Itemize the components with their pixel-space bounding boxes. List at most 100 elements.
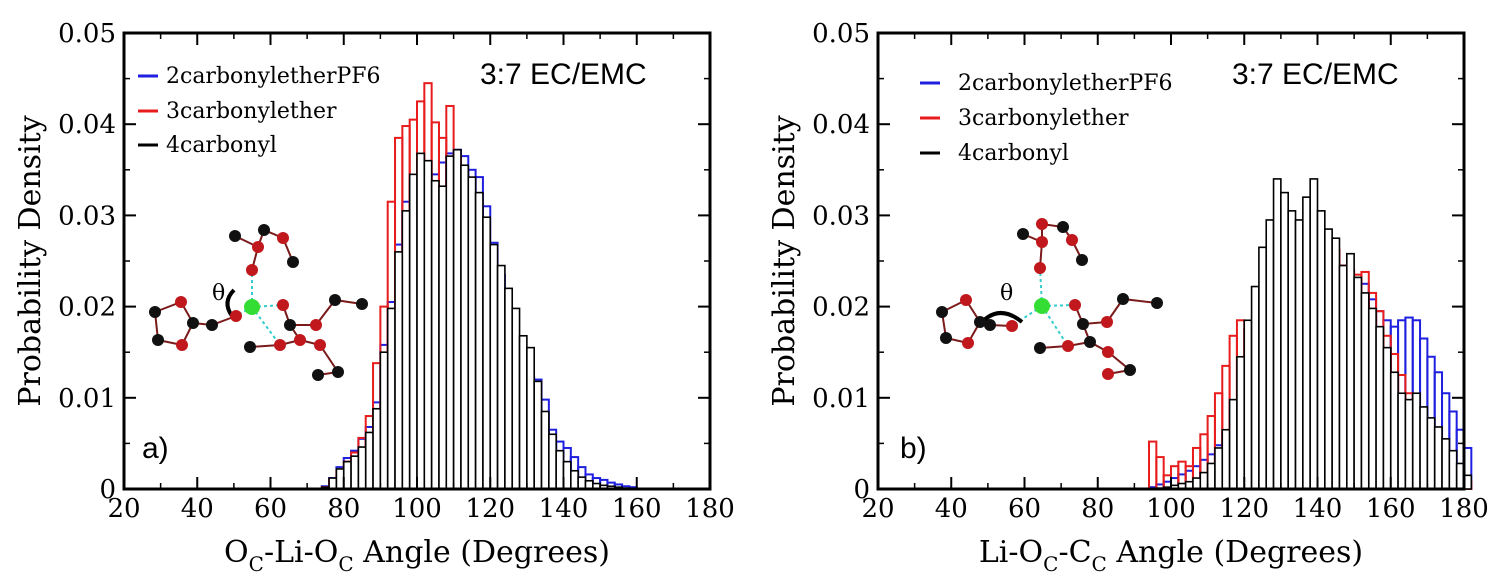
y-axis-label-a: Probability Density xyxy=(13,115,48,406)
bar-black-a-32 xyxy=(548,433,557,490)
bar-black-a-3 xyxy=(335,468,345,490)
legend-label-red-a: 3carbonylether xyxy=(166,99,337,124)
bar-black-b-29 xyxy=(1360,292,1370,490)
plot-frame-a xyxy=(122,31,712,491)
bar-black-a-36 xyxy=(577,476,587,490)
bar-black-a-16 xyxy=(430,179,440,490)
bar-black-a-10 xyxy=(386,307,396,490)
bar-black-b-35 xyxy=(1404,398,1414,490)
bar-black-a-23 xyxy=(482,216,492,490)
bar-black-a-34 xyxy=(562,460,572,490)
ytick-label-b-5: 0.05 xyxy=(812,19,870,49)
bar-black-b-23 xyxy=(1316,210,1326,490)
bar-black-b-37 xyxy=(1419,406,1429,490)
bar-black-b-36 xyxy=(1411,392,1421,490)
bar-black-b-22 xyxy=(1309,178,1319,490)
bars-b xyxy=(1148,178,1473,491)
bar-black-a-7 xyxy=(364,431,374,490)
xtick-label-b-4: 100 xyxy=(1146,494,1196,524)
bar-black-b-25 xyxy=(1331,237,1341,490)
legend-a: 2carbonyletherPF6 3carbonylether 4carbon… xyxy=(138,64,381,158)
bar-black-b-6 xyxy=(1192,477,1202,490)
ytick-label-a-1: 0.01 xyxy=(58,384,116,414)
bar-black-a-19 xyxy=(452,148,462,490)
bar-black-b-30 xyxy=(1367,307,1377,490)
panel-label-b: b) xyxy=(900,432,927,465)
theta-label-a: θ xyxy=(212,281,225,306)
bar-black-b-13 xyxy=(1243,319,1253,490)
legend-label-blue-a: 2carbonyletherPF6 xyxy=(166,64,381,89)
ytick-label-b-0: 0 xyxy=(853,475,870,505)
x-axis-label-a: OC-Li-OC Angle (Degrees) xyxy=(224,535,610,576)
bar-black-b-7 xyxy=(1199,471,1209,490)
xtick-label-a-4: 100 xyxy=(392,494,442,524)
bar-black-a-14 xyxy=(416,152,426,490)
ytick-label-b-3: 0.03 xyxy=(812,201,870,231)
bar-black-a-6 xyxy=(357,446,367,490)
xtick-label-a-5: 120 xyxy=(465,494,515,524)
bar-black-b-9 xyxy=(1214,447,1224,490)
xtick-label-b-0: 20 xyxy=(861,494,894,524)
bar-black-b-40 xyxy=(1441,438,1451,490)
bar-black-a-11 xyxy=(394,251,404,490)
theta-label-b: θ xyxy=(1000,281,1013,306)
bar-black-b-17 xyxy=(1272,178,1282,490)
bar-black-b-31 xyxy=(1375,325,1385,490)
bar-black-b-26 xyxy=(1338,264,1348,490)
bar-black-b-32 xyxy=(1382,346,1392,490)
legend-label-black-b: 4carbonyl xyxy=(958,141,1069,166)
ytick-label-b-1: 0.01 xyxy=(812,384,870,414)
bar-black-b-14 xyxy=(1250,285,1260,490)
ytick-label-b-4: 0.04 xyxy=(812,110,870,140)
xtick-label-b-2: 60 xyxy=(1008,494,1041,524)
bar-black-a-15 xyxy=(423,159,433,490)
bar-black-a-21 xyxy=(467,176,477,490)
bar-black-a-9 xyxy=(379,351,389,490)
bar-black-a-26 xyxy=(504,287,514,490)
bar-black-a-25 xyxy=(496,264,506,490)
panel-a: 20 40 60 80 100 120 140 160 180 0 0.01 0.02 0.03 0.04… xyxy=(13,19,735,576)
x-axis-label-b: Li-OC-CC Angle (Degrees) xyxy=(979,535,1363,576)
xtick-label-b-7: 160 xyxy=(1366,494,1416,524)
xtick-label-a-2: 60 xyxy=(254,494,287,524)
molecule-inset-b: θ xyxy=(936,218,1163,380)
legend-label-blue-b: 2carbonyletherPF6 xyxy=(958,71,1173,96)
ytick-label-a-0: 0 xyxy=(99,475,116,505)
panel-b: 20 40 60 80 100 120 140 160 180 0 0.01 0.02 0.03 0.04… xyxy=(767,19,1489,576)
bar-black-a-2 xyxy=(328,477,338,490)
bar-black-b-8 xyxy=(1206,462,1216,490)
legend-label-black-a: 4carbonyl xyxy=(166,133,277,158)
panel-label-a: a) xyxy=(142,432,169,465)
bar-red-b-0 xyxy=(1148,440,1158,490)
bar-black-b-28 xyxy=(1353,276,1363,490)
bar-black-a-22 xyxy=(474,191,484,490)
bar-black-a-13 xyxy=(408,173,418,490)
bar-black-b-41 xyxy=(1448,449,1458,490)
bar-black-a-29 xyxy=(526,346,535,490)
bars-a xyxy=(320,82,638,491)
molecule-inset-a: θ xyxy=(149,224,368,381)
bar-black-b-33 xyxy=(1389,371,1399,490)
bar-black-b-34 xyxy=(1397,392,1407,490)
bar-black-a-5 xyxy=(350,455,360,490)
bar-black-b-21 xyxy=(1302,196,1311,490)
bar-black-a-24 xyxy=(489,243,499,490)
xtick-label-a-1: 40 xyxy=(181,494,214,524)
bar-black-b-15 xyxy=(1258,246,1268,490)
bar-black-b-16 xyxy=(1265,219,1275,490)
legend-b: 2carbonyletherPF6 3carbonylether 4carbon… xyxy=(920,71,1173,166)
annotation-a: 3:7 EC/EMC xyxy=(480,58,647,91)
ytick-label-a-4: 0.04 xyxy=(58,110,116,140)
bar-black-b-27 xyxy=(1346,252,1355,490)
xtick-label-b-3: 80 xyxy=(1081,494,1114,524)
bar-black-b-19 xyxy=(1287,210,1297,490)
xtick-label-b-1: 40 xyxy=(935,494,968,524)
plot-frame-b xyxy=(876,31,1466,491)
xtick-label-a-8: 180 xyxy=(685,494,735,524)
xtick-label-b-5: 120 xyxy=(1219,494,1269,524)
bar-black-a-17 xyxy=(438,185,448,490)
legend-label-red-b: 3carbonylether xyxy=(958,106,1129,131)
bar-black-b-11 xyxy=(1228,398,1238,490)
bar-black-a-18 xyxy=(445,155,455,490)
ytick-label-a-5: 0.05 xyxy=(58,19,116,49)
